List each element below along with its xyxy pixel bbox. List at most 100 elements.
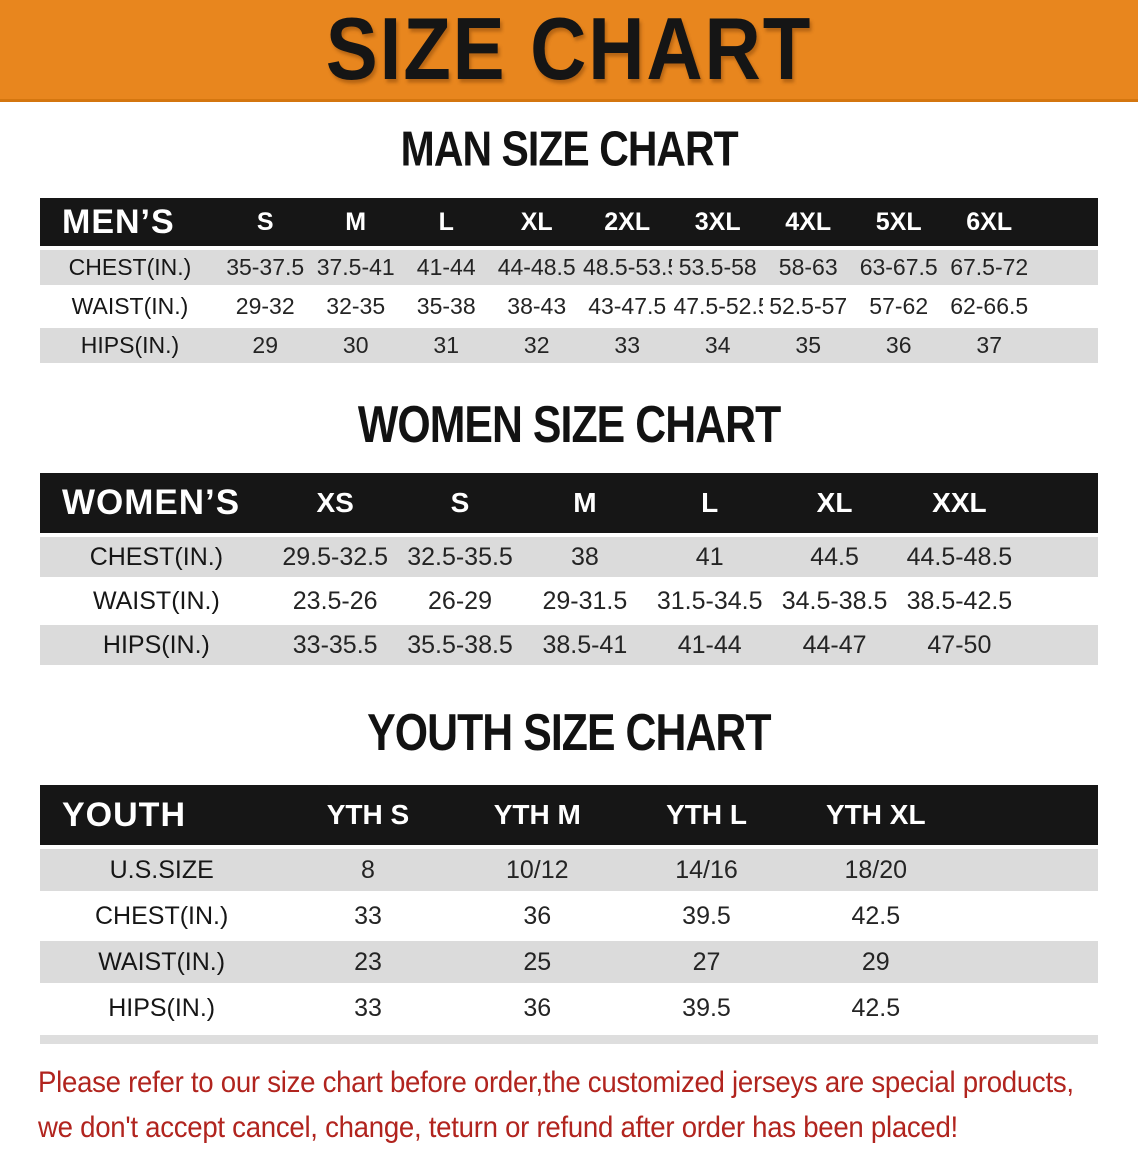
size-value: 47-50 [896, 625, 1022, 665]
size-value: 44.5 [772, 537, 897, 577]
size-value: 36 [452, 895, 622, 937]
size-value: 25 [452, 941, 622, 983]
column-header: L [647, 473, 773, 533]
column-header: 4XL [762, 198, 854, 246]
table-wrap-youth: YOUTH YTH S YTH M YTH L YTH XL U.S.SIZE 8 10/12… [40, 781, 1098, 1033]
size-value: 31 [400, 328, 492, 363]
header-spacer [1034, 198, 1098, 246]
column-header: S [219, 198, 311, 246]
size-value: 34.5-38.5 [772, 581, 897, 621]
size-table-men: MEN’S S M L XL 2XL 3XL 4XL 5XL 6XL CHEST(IN.) 35-37… [40, 194, 1098, 367]
size-value: 38.5-41 [522, 625, 648, 665]
disclaimer: Please refer to our size chart before or… [38, 1060, 1100, 1150]
table-row: HIPS(IN.) 33 36 39.5 42.5 [40, 987, 1098, 1029]
column-header: XS [272, 473, 398, 533]
row-label: WAIST(IN.) [40, 289, 220, 324]
header-row: MEN’S S M L XL 2XL 3XL 4XL 5XL 6XL [40, 198, 1098, 246]
size-value: 44-47 [772, 625, 897, 665]
size-value: 52.5-57 [762, 289, 854, 324]
size-value: 33 [283, 895, 453, 937]
column-header: M [310, 198, 401, 246]
size-value: 18/20 [791, 849, 961, 891]
row-spacer [1034, 289, 1098, 324]
row-spacer [960, 987, 1098, 1029]
column-header: M [522, 473, 648, 533]
table-row: WAIST(IN.) 23.5-26 26-29 29-31.5 31.5-34.5 34… [40, 581, 1098, 621]
size-value: 47.5-52.5 [672, 289, 763, 324]
size-value: 35 [762, 328, 854, 363]
size-value: 32 [491, 328, 582, 363]
row-spacer [1021, 537, 1098, 577]
row-spacer [960, 895, 1098, 937]
size-value: 41 [647, 537, 773, 577]
row-label: CHEST(IN.) [40, 537, 273, 577]
header-spacer [1021, 473, 1098, 533]
column-header: 2XL [581, 198, 673, 246]
corner-label-men: MEN’S [40, 198, 220, 246]
row-label: HIPS(IN.) [40, 328, 220, 363]
table-row: WAIST(IN.) 23 25 27 29 [40, 941, 1098, 983]
size-value: 37 [943, 328, 1035, 363]
row-label: CHEST(IN.) [40, 250, 220, 285]
disclaimer-line-2: we don't accept cancel, change, teturn o… [38, 1111, 958, 1144]
size-chart-sections: MAN SIZE CHART MEN’S S M L XL 2XL 3XL 4XL 5XL 6XL C… [0, 125, 1138, 1044]
row-spacer [960, 849, 1098, 891]
size-value: 67.5-72 [943, 250, 1035, 285]
size-value: 29 [791, 941, 961, 983]
row-label: WAIST(IN.) [40, 941, 284, 983]
section-heading-women: WOMEN SIZE CHART [0, 398, 1138, 450]
size-value: 44.5-48.5 [896, 537, 1022, 577]
size-value: 29-32 [219, 289, 311, 324]
section-heading-youth-text: YOUTH SIZE CHART [367, 702, 771, 762]
table-row: CHEST(IN.) 29.5-32.5 32.5-35.5 38 41 44.5 44.5… [40, 537, 1098, 577]
row-label: HIPS(IN.) [40, 625, 273, 665]
size-value: 43-47.5 [581, 289, 673, 324]
column-header: XXL [896, 473, 1022, 533]
table-wrap-women: WOMEN’S XS S M L XL XXL CHEST(IN.) 29.5-32.5 32.5… [40, 469, 1098, 669]
table-row: WAIST(IN.) 29-32 32-35 35-38 38-43 43-47.5 47.… [40, 289, 1098, 324]
size-value: 36 [452, 987, 622, 1029]
row-label: HIPS(IN.) [40, 987, 284, 1029]
table-bottom-edge [40, 1035, 1098, 1044]
column-header: 6XL [943, 198, 1035, 246]
column-header: YTH XL [791, 785, 961, 845]
row-spacer [1034, 250, 1098, 285]
column-header: XL [772, 473, 897, 533]
size-value: 26-29 [397, 581, 523, 621]
size-value: 33 [581, 328, 673, 363]
banner-title: SIZE CHART [325, 0, 813, 99]
column-header: 3XL [672, 198, 763, 246]
table-wrap-men: MEN’S S M L XL 2XL 3XL 4XL 5XL 6XL CHEST(IN.) 35-37… [40, 194, 1098, 367]
size-value: 32.5-35.5 [397, 537, 523, 577]
size-value: 14/16 [621, 849, 792, 891]
size-value: 62-66.5 [943, 289, 1035, 324]
column-header: YTH M [452, 785, 622, 845]
size-value: 42.5 [791, 895, 961, 937]
size-value: 8 [283, 849, 453, 891]
size-value: 38-43 [491, 289, 582, 324]
table-row: U.S.SIZE 8 10/12 14/16 18/20 [40, 849, 1098, 891]
row-label: U.S.SIZE [40, 849, 284, 891]
header-spacer [960, 785, 1098, 845]
corner-label-youth: YOUTH [40, 785, 284, 845]
table-row: CHEST(IN.) 35-37.5 37.5-41 41-44 44-48.5 48.5… [40, 250, 1098, 285]
size-value: 44-48.5 [491, 250, 582, 285]
column-header: 5XL [853, 198, 944, 246]
size-value: 38 [522, 537, 648, 577]
size-value: 30 [310, 328, 401, 363]
size-value: 57-62 [853, 289, 944, 324]
row-spacer [1021, 625, 1098, 665]
size-value: 41-44 [647, 625, 773, 665]
size-value: 29 [219, 328, 311, 363]
size-value: 31.5-34.5 [647, 581, 773, 621]
column-header: YTH S [283, 785, 453, 845]
size-value: 42.5 [791, 987, 961, 1029]
banner: SIZE CHART [0, 0, 1138, 102]
disclaimer-line-1: Please refer to our size chart before or… [38, 1066, 1074, 1099]
size-value: 33-35.5 [272, 625, 398, 665]
size-value: 63-67.5 [853, 250, 944, 285]
column-header: S [397, 473, 523, 533]
size-value: 37.5-41 [310, 250, 401, 285]
row-spacer [1021, 581, 1098, 621]
header-row: YOUTH YTH S YTH M YTH L YTH XL [40, 785, 1098, 845]
